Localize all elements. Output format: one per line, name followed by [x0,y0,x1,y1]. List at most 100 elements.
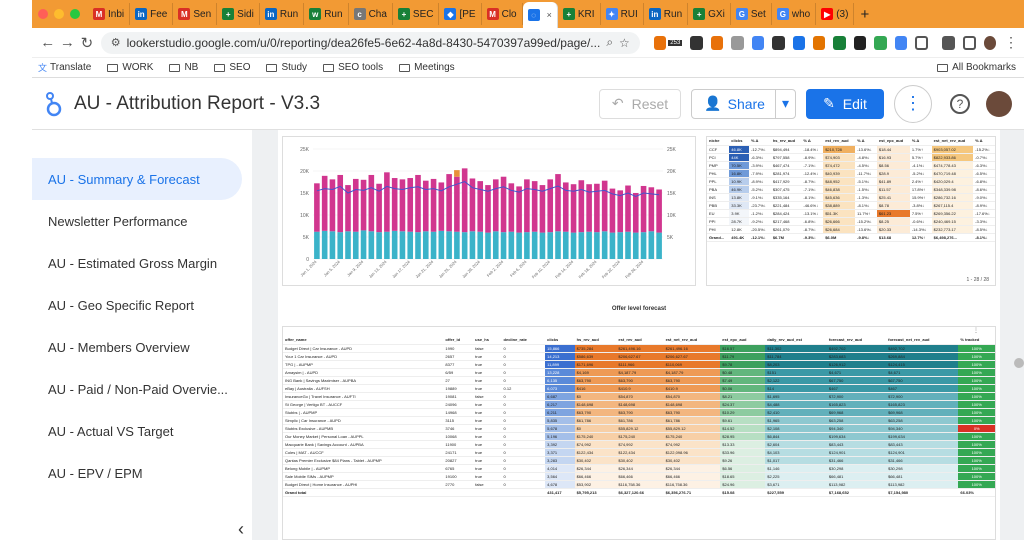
extension-icon[interactable] [853,35,867,50]
extension-icon[interactable] [772,35,785,50]
column-header[interactable]: clicks [545,336,575,345]
nav-page-item[interactable]: AU - Geo Specific Report [48,297,194,313]
bar-segment[interactable] [640,232,647,259]
extension-icon[interactable] [813,35,826,50]
close-window-dot[interactable] [38,9,48,19]
table-row[interactable]: St George | Vertigo BT - AUCCF 24096 true 0… [283,400,995,409]
table-row[interactable]: Stubbs | - AUPMP 14968 true 0 6,211 $63,790 $6… [283,408,995,417]
bookmark-folder[interactable]: SEO tools [323,62,383,73]
bar-segment[interactable] [500,232,507,259]
column-header[interactable]: % Δ [801,137,824,146]
table-row[interactable]: INS 13.8K -9.1%↓ $335,164 -8.1%↓ $45,636 -1.3%… [707,193,995,202]
niche-table-pager[interactable]: 1 - 28 / 28 [966,277,989,283]
table-row[interactable]: Sale Mobile SIMs - AUPMP 19100 true 0 3,564 $… [283,472,995,481]
bar-segment[interactable] [430,178,437,232]
bar-segment[interactable] [570,184,577,233]
column-header[interactable]: est_epc_aud [876,137,910,146]
minimize-window-dot[interactable] [54,9,64,19]
column-header[interactable]: use_hs [473,336,502,345]
column-header[interactable]: est_net_rev_aud [931,137,974,146]
table-row[interactable]: CCF 46.8K -12.7%↓ $894,494 -18.4%↓ $210,728 -1… [707,145,995,154]
table-row[interactable]: Belong Mobile | - AUPMP 6765 true 0 4,014 $26… [283,464,995,473]
bar-segment[interactable] [415,174,421,233]
user-avatar[interactable] [986,90,1012,117]
bar-segment[interactable] [407,231,414,259]
nav-page-item[interactable]: AU - Paid / Non-Paid Overvie... [48,381,228,397]
bar-segment[interactable] [376,232,382,259]
bar-segment[interactable] [384,231,390,259]
edit-button[interactable]: ✎ Edit [806,88,884,119]
bar-segment[interactable] [609,232,616,259]
nav-page-item[interactable]: AU - Summary & Forecast [32,158,242,200]
bar-segment[interactable] [399,179,406,232]
column-header[interactable]: offer_id [443,336,474,345]
browser-menu-icon[interactable]: ⋮ [1003,34,1018,50]
extension-icon[interactable] [653,35,667,50]
bar-segment[interactable] [632,193,639,233]
side-panel-icon[interactable] [962,35,976,50]
bar-segment[interactable] [632,232,639,259]
table-row[interactable]: Stubbs Exclusive - AUPMB 3746 true 0 5,678 $0… [283,424,995,433]
bar-segment[interactable] [469,178,476,232]
column-header[interactable]: est_rev_aud [616,336,664,345]
bar-segment[interactable] [562,231,569,259]
bar-segment[interactable] [477,231,484,259]
column-header[interactable]: forecast_rev_aud [826,336,887,345]
bar-segment[interactable] [407,178,414,232]
table-row[interactable]: Qantas Premier Exclusive $84 Plans - Tab… [283,456,995,465]
browser-tab[interactable]: M Sen [173,3,218,25]
bar-segment[interactable] [477,181,484,232]
column-header[interactable]: decline_rate [501,336,546,345]
bar-segment[interactable] [352,178,359,232]
zoom-icon[interactable]: ⌕ [606,35,614,49]
bar-segment[interactable] [391,230,398,259]
browser-tab[interactable]: c Cha [349,3,393,25]
browser-tab[interactable]: M Clo [482,3,523,25]
browser-tab[interactable]: w Run [304,3,349,25]
bookmark-translate[interactable]: 文 Translate [38,61,91,74]
tab-close-icon[interactable]: × [546,10,552,20]
help-icon[interactable]: ? [950,93,970,114]
bar-segment[interactable] [360,179,367,231]
bar-segment[interactable] [422,180,429,232]
bar-segment[interactable] [485,185,491,233]
bar-segment[interactable] [524,232,530,259]
extension-icon[interactable] [751,35,765,50]
column-header[interactable]: forecast_net_rev_aud [886,336,959,345]
bar-segment[interactable] [454,231,460,259]
bookmark-star-icon[interactable]: ☆ [619,35,630,50]
bookmark-folder[interactable]: Study [266,62,307,73]
bookmark-folder[interactable]: WORK [107,62,153,73]
bar-segment[interactable] [531,181,538,232]
back-icon[interactable]: ← [40,34,56,51]
table-row[interactable]: Your 1 Car Insurance - AUPD 2657 true 0 14,2… [283,352,995,361]
browser-tab[interactable]: ◆ [PE [439,3,482,25]
bar-segment[interactable] [430,231,437,259]
extension-icon[interactable] [731,35,744,50]
browser-tab[interactable]: in Fee [130,3,174,25]
bar-segment[interactable] [384,172,390,232]
table-row[interactable]: Coles | MAT - AUCCF 24171 true 0 3,371 $122,4… [283,448,995,457]
nav-page-item[interactable]: Newsletter Performance [48,213,188,229]
bar-segment[interactable] [314,231,320,259]
bar-segment[interactable] [415,232,421,259]
browser-tab[interactable]: M Inbi [88,3,131,25]
bar-segment[interactable] [360,230,367,259]
profile-avatar[interactable] [983,35,996,50]
table-row[interactable]: PMP 70.5K -3.9%↓ $467,474 -7.1%↓ $74,472 -4.5%… [707,161,995,170]
bar-segment[interactable] [594,183,600,233]
extensions-puzzle-icon[interactable] [915,35,929,50]
table-row[interactable]: PHI 12.8K -20.5%↓ $261,079 -8.7%↓ $26,684 -13.… [707,225,995,234]
bar-segment[interactable] [648,187,655,232]
table-row[interactable]: TPG | - AUPMP 8377 true 0 11,899 $171,696 $111… [283,360,995,369]
bar-segment[interactable] [648,231,655,259]
table-row[interactable]: Grand... 491.4K -12.1%↓ $6.7M -9.3%↓ $6.0M -9.… [707,233,995,242]
table-row[interactable]: Budget Direct | Home Insurance - AUPHI 27… [283,480,995,489]
bar-segment[interactable] [345,185,351,232]
bar-segment[interactable] [461,168,468,233]
looker-studio-logo[interactable] [44,91,62,117]
bar-segment[interactable] [469,231,476,259]
bar-segment[interactable] [492,179,499,232]
bar-segment[interactable] [508,183,515,232]
